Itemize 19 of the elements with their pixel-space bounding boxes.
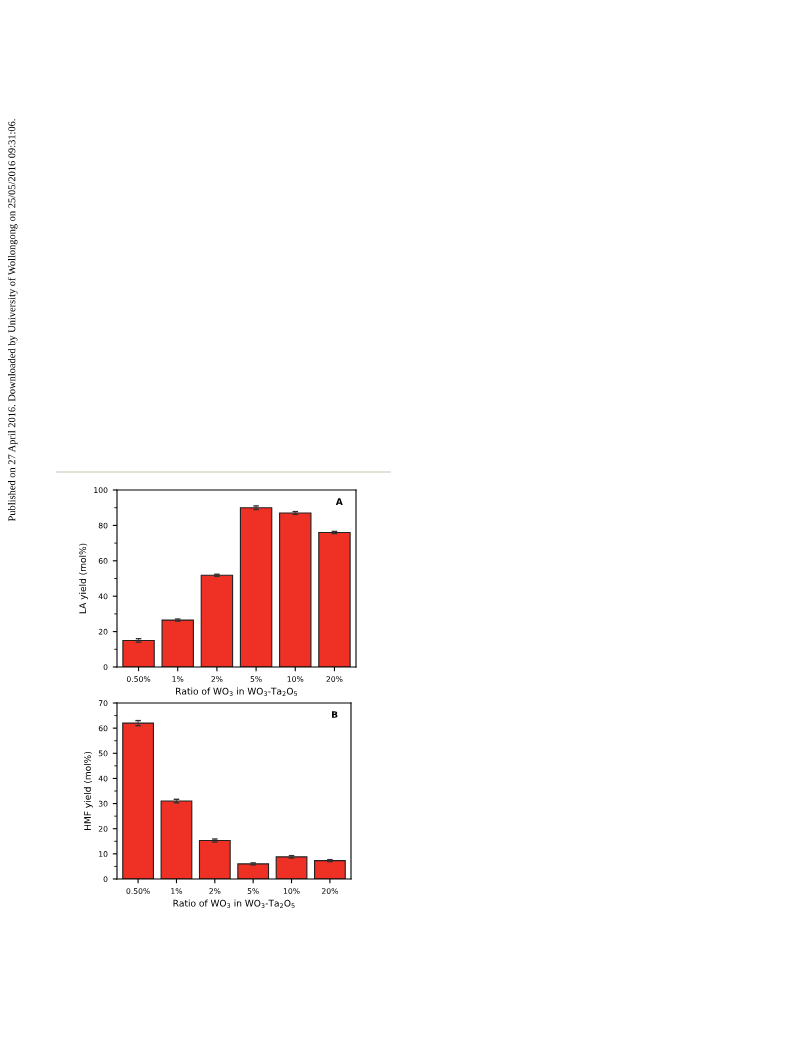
- bar: [122, 639, 155, 667]
- bar: [160, 800, 193, 879]
- bar: [198, 839, 231, 879]
- bar: [239, 507, 273, 667]
- annotation: A: [335, 498, 343, 505]
- bar: [122, 722, 154, 879]
- bar: [161, 619, 194, 667]
- y-axis-title: HMF yield (mol%): [83, 751, 93, 830]
- bar: [275, 856, 308, 879]
- bar: [279, 512, 312, 667]
- bar: [200, 574, 234, 667]
- x-axis-title: Ratio of WO$_{3}$ in WO$_{3}$-Ta$_{2}$O$_{5}$: [173, 899, 295, 909]
- bar: [314, 860, 346, 879]
- bar: [318, 531, 351, 667]
- bar: [237, 863, 270, 879]
- text: Published on 27 April 2016. Downloaded by University of Wollongong on 25/05/2016 09:31:06.: [7, 119, 18, 522]
- annotation: B: [332, 711, 338, 718]
- y-axis-title: LA yield (mol%): [79, 543, 88, 614]
- x-axis-title: Ratio of WO$_{3}$ in WO$_{3}$-Ta$_{2}$O$_{5}$: [176, 687, 298, 697]
